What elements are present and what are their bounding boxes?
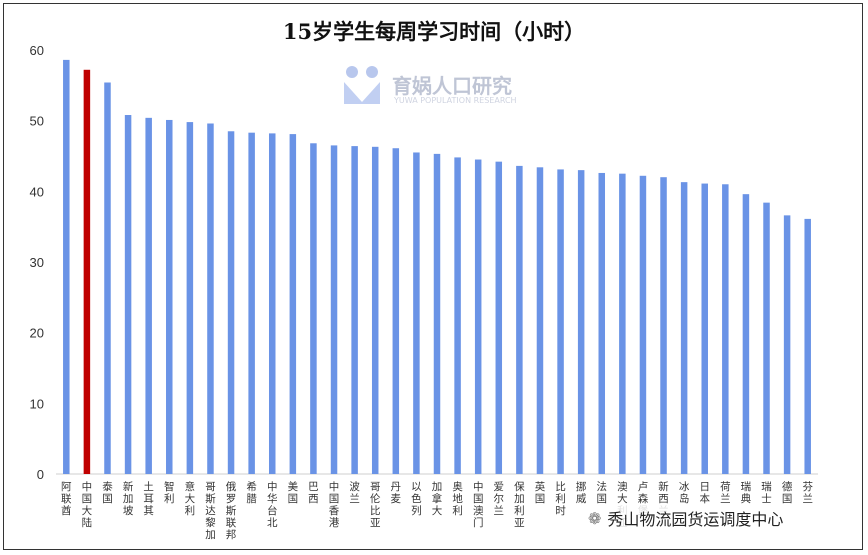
y-tick-label: 40 [30,184,44,199]
x-tick-label: 泰国 [102,480,113,505]
bar [310,143,317,474]
bar [701,184,708,474]
watermark-logo-icon [342,64,386,106]
bar [372,147,379,474]
x-tick-label: 法国 [597,480,608,505]
bar [578,170,585,474]
x-tick-label: 哥斯达黎加 [205,481,216,541]
x-tick-label: 爱尔兰 [494,480,505,517]
bar [496,162,503,474]
bar [331,145,338,474]
bar [660,177,667,474]
watermark-subtext: YUWA POPULATION RESEARCH [394,96,517,105]
x-tick-label: 中华台北 [267,480,278,529]
y-tick-label: 60 [30,43,44,58]
bar [228,131,235,474]
bar [557,169,564,474]
bar [681,182,688,474]
y-tick-label: 30 [30,255,44,270]
x-tick-label: 芬兰 [802,481,813,505]
bar [763,203,770,474]
x-tick-label: 以色列 [411,481,422,517]
wechat-icon: ❁ [588,509,601,528]
bar [84,70,91,474]
x-tick-label: 阿联酋 [61,481,72,517]
x-tick-label: 美国 [288,480,299,505]
x-tick-label: 波兰 [349,480,360,505]
x-tick-label: 希腊 [246,480,257,505]
x-tick-label: 比利时 [555,480,566,517]
x-tick-label: 德国 [782,480,793,505]
x-tick-label: 中国大陆 [82,480,93,529]
bar [248,133,255,474]
watermark-text: 育娲人口研究 [392,70,512,99]
bar [269,133,276,474]
x-tick-label: 俄罗斯联邦 [226,481,237,541]
bar [599,173,606,474]
x-tick-label: 英国 [535,480,546,505]
bar [166,120,173,474]
x-tick-label: 奥地利 [452,480,463,517]
x-tick-label: 巴西 [308,481,319,505]
bar [207,123,214,474]
bar [619,174,626,474]
x-tick-label: 土耳其 [143,480,154,517]
bar [516,166,523,474]
bar [413,152,420,474]
y-tick-label: 10 [30,396,44,411]
x-tick-label: 智利 [164,480,175,505]
bar [743,194,750,474]
bar [722,184,729,474]
bar [640,176,647,474]
x-tick-label: 新加坡 [123,480,134,517]
bar [804,219,811,474]
x-tick-label: 冰岛 [679,480,690,505]
x-tick-label: 瑞典 [741,481,752,505]
bar [63,60,70,474]
footer-attribution: ❁ 秀山物流园货运调度中心 [580,504,791,532]
x-tick-label: 加拿大 [432,481,443,517]
bar [784,215,791,474]
x-tick-label: 哥伦比亚 [370,481,381,529]
bar [475,160,482,474]
y-tick-label: 50 [30,114,44,129]
y-tick-label: 20 [30,326,44,341]
watermark: 育娲人口研究 YUWA POPULATION RESEARCH [342,64,534,110]
x-tick-label: 中国香港 [329,480,340,529]
x-tick-label: 日本 [699,481,710,505]
x-tick-label: 挪威 [576,480,587,505]
bar [125,115,132,474]
x-tick-label: 意大利 [185,480,196,517]
x-tick-label: 保加利亚 [514,480,525,529]
x-tick-label: 中国澳门 [473,480,484,529]
bar [393,148,400,474]
bar [434,154,441,474]
y-tick-label: 0 [37,467,44,482]
bar [104,83,111,474]
x-tick-label: 丹麦 [391,481,402,505]
bar [187,122,194,474]
bar [290,134,297,474]
bar [454,157,461,474]
bar [537,167,544,474]
footer-text: 秀山物流园货运调度中心 [607,506,783,530]
bar [351,146,358,474]
x-tick-label: 瑞士 [761,481,772,505]
x-tick-label: 荷兰 [720,481,731,505]
bar [145,118,152,474]
